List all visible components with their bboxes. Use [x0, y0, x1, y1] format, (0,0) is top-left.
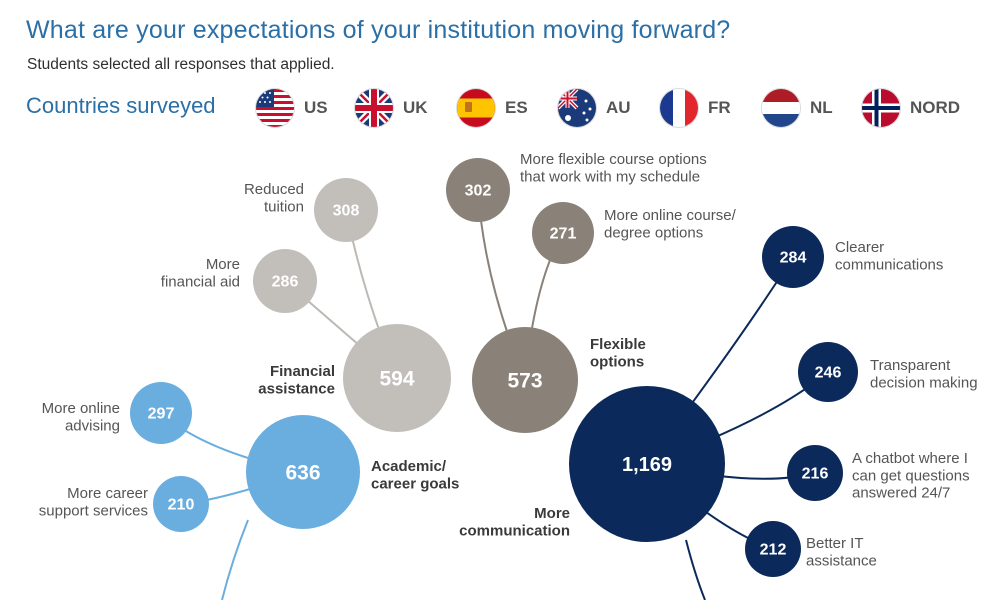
bubble-online-course-options — [532, 202, 594, 264]
country-fr: FR — [660, 88, 731, 128]
bubble-label-reduced-tuition: Reduced tuition — [244, 181, 304, 215]
bubble-value-reduced-tuition: 308 — [333, 203, 360, 220]
bubble-online-advising — [130, 382, 192, 444]
bubble-career-support — [153, 476, 209, 532]
spain-flag-icon — [457, 89, 495, 127]
bubble-label-communication: More communication — [459, 505, 570, 539]
bubble-label-financial-line: assistance — [258, 380, 335, 397]
france-flag-icon — [660, 89, 698, 127]
bubble-value-flexible: 573 — [507, 369, 542, 392]
bubble-label-academic-line: career goals — [371, 475, 459, 492]
bubble-label-career-support-line: More career — [67, 485, 148, 502]
country-nl: NL — [762, 88, 833, 128]
bubble-label-clearer-communications-line: communications — [835, 256, 943, 273]
uk-flag-icon — [355, 89, 393, 127]
country-code: UK — [403, 98, 428, 117]
countries-surveyed-label: Countries surveyed — [26, 93, 216, 118]
country-code: NORD — [910, 98, 961, 117]
bubble-label-transparent-decisions: Transparent decision making — [870, 357, 978, 391]
bubble-label-more-financial-aid: More financial aid — [161, 256, 240, 290]
bubble-label-flexible-line: Flexible — [590, 336, 646, 353]
bubble-label-it-assistance: Better IT assistance — [806, 535, 877, 569]
bubble-label-communication-line: More — [534, 505, 570, 522]
bubble-label-financial-line: Financial — [270, 363, 335, 380]
node-layer: 594 308 286 573 302 271 636 297 210 1,169 284 246 21… — [130, 158, 858, 577]
bubble-label-online-advising-line: advising — [65, 417, 120, 434]
bubble-label-it-assistance-line: assistance — [806, 552, 877, 569]
bubble-label-flexible-line: options — [590, 353, 644, 370]
bubble-value-it-assistance: 212 — [760, 542, 787, 559]
bubble-label-flexible-course-options: More flexible course options that work wi… — [520, 151, 707, 185]
bubble-label-academic-line: Academic/ — [371, 458, 447, 475]
bubble-value-more-financial-aid: 286 — [272, 274, 299, 291]
bubble-label-career-support: More career support services — [39, 485, 148, 519]
bubble-label-flexible: Flexible options — [590, 336, 646, 370]
link-communication-offscreen — [685, 539, 706, 600]
bubble-academic — [246, 415, 360, 529]
page-subtitle: Students selected all responses that app… — [27, 56, 335, 73]
australia-flag-icon — [558, 89, 596, 127]
bubble-label-reduced-tuition-line: tuition — [264, 198, 304, 215]
country-code: FR — [708, 98, 731, 117]
bubble-financial — [343, 324, 451, 432]
bubble-label-more-financial-aid-line: financial aid — [161, 273, 240, 290]
bubble-value-transparent-decisions: 246 — [815, 365, 842, 382]
country-uk: UK — [355, 88, 428, 128]
bubble-it-assistance — [745, 521, 801, 577]
bubble-value-communication: 1,169 — [622, 454, 672, 476]
bubble-label-transparent-decisions-line: Transparent — [870, 357, 951, 374]
country-code: AU — [606, 98, 631, 117]
bubble-value-flexible-course-options: 302 — [465, 183, 492, 200]
bubble-value-online-course-options: 271 — [550, 226, 577, 243]
bubble-communication — [569, 386, 725, 542]
bubble-label-career-support-line: support services — [39, 502, 148, 519]
bubble-label-it-assistance-line: Better IT — [806, 535, 864, 552]
bubble-label-online-advising-line: More online — [42, 400, 120, 417]
country-au: AU — [558, 88, 631, 128]
bubble-flexible — [472, 327, 578, 433]
country-code: ES — [505, 98, 528, 117]
bubble-label-online-advising: More online advising — [42, 400, 120, 434]
bubble-label-financial: Financial assistance — [258, 363, 335, 397]
country-code: US — [304, 98, 328, 117]
page-title: What are your expectations of your insti… — [26, 16, 731, 44]
bubble-label-flexible-course-options-line: that work with my schedule — [520, 168, 700, 185]
bubble-label-online-course-options: More online course/degree options — [604, 207, 737, 241]
bubble-flexible-course-options — [446, 158, 510, 222]
bubble-label-chatbot-line: A chatbot where I — [852, 450, 968, 467]
netherlands-flag-icon — [762, 89, 800, 127]
link-academic-offscreen — [221, 519, 249, 600]
bubble-value-career-support: 210 — [168, 497, 195, 514]
bubble-value-financial: 594 — [379, 367, 414, 390]
country-code: NL — [810, 98, 833, 117]
bubble-value-online-advising: 297 — [148, 406, 175, 423]
bubble-more-financial-aid — [253, 249, 317, 313]
bubble-reduced-tuition — [314, 178, 378, 242]
bubble-label-more-financial-aid-line: More — [206, 256, 240, 273]
country-nord: NORD — [862, 88, 960, 128]
bubble-label-reduced-tuition-line: Reduced — [244, 181, 304, 198]
bubble-transparent-decisions — [798, 342, 858, 402]
bubble-label-chatbot-line: answered 24/7 — [852, 485, 950, 502]
bubble-label-clearer-communications: Clearer communications — [835, 239, 943, 273]
bubble-value-chatbot: 216 — [802, 466, 829, 483]
nordic-flag-icon — [862, 89, 900, 127]
bubble-label-chatbot-line: can get questions — [852, 467, 970, 484]
bubble-label-transparent-decisions-line: decision making — [870, 374, 978, 391]
bubble-value-clearer-communications: 284 — [780, 250, 807, 267]
bubble-label-academic: Academic/career goals — [371, 458, 459, 492]
bubble-label-communication-line: communication — [459, 522, 570, 539]
bubble-label-online-course-options-line: degree options — [604, 224, 703, 241]
bubble-clearer-communications — [762, 226, 824, 288]
bubble-chatbot — [787, 445, 843, 501]
bubble-label-clearer-communications-line: Clearer — [835, 239, 884, 256]
bubble-label-flexible-course-options-line: More flexible course options — [520, 151, 707, 168]
country-es: ES — [457, 88, 528, 128]
country-us: US — [256, 88, 328, 128]
bubble-label-online-course-options-line: More online course/ — [604, 207, 737, 224]
bubble-value-academic: 636 — [285, 461, 320, 484]
